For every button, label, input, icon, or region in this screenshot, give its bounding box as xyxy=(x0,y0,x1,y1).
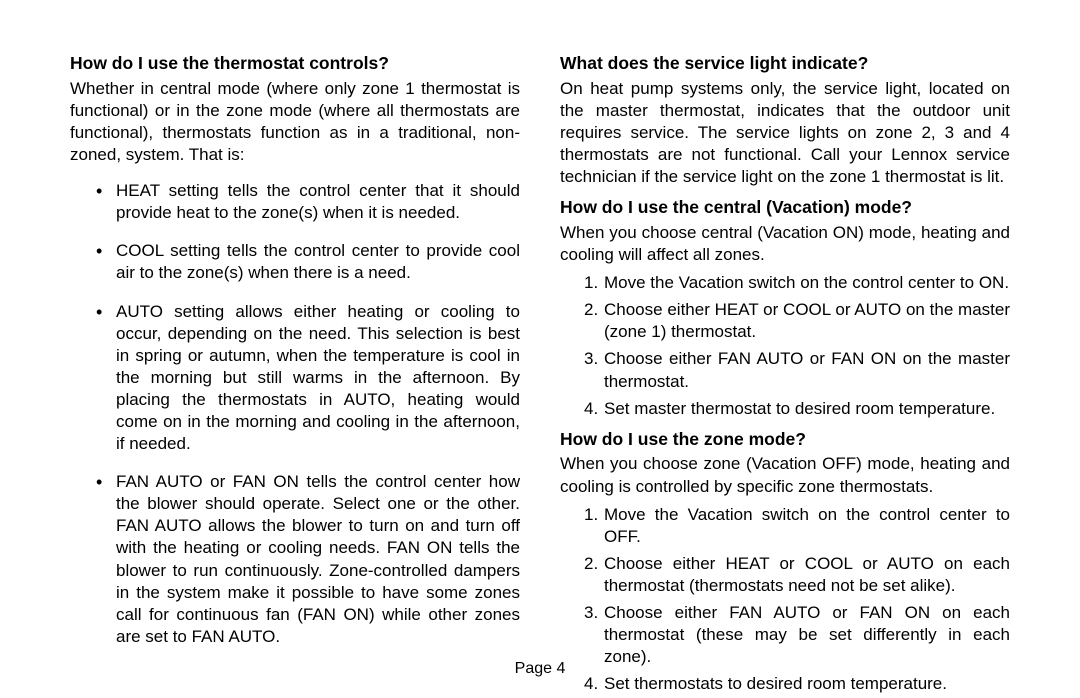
heading-central-mode: How do I use the central (Vacation) mode… xyxy=(560,196,1010,219)
intro-paragraph: Whether in central mode (where only zone… xyxy=(70,78,520,166)
bullet-item: HEAT setting tells the control center th… xyxy=(100,180,520,224)
zone-mode-paragraph: When you choose zone (Vacation OFF) mode… xyxy=(560,453,1010,497)
list-item-text: Set thermostats to desired room temperat… xyxy=(604,674,947,693)
central-mode-paragraph: When you choose central (Vacation ON) mo… xyxy=(560,222,1010,266)
bullet-list: HEAT setting tells the control center th… xyxy=(70,180,520,648)
bullet-item: AUTO setting allows either heating or co… xyxy=(100,301,520,456)
list-item: 1.Move the Vacation switch on the contro… xyxy=(584,272,1010,294)
list-item: 1.Move the Vacation switch on the contro… xyxy=(584,504,1010,548)
page-content: How do I use the thermostat controls? Wh… xyxy=(70,52,1010,652)
list-item-text: Move the Vacation switch on the control … xyxy=(604,505,1010,546)
list-item: 4.Set master thermostat to desired room … xyxy=(584,398,1010,420)
list-item: 2.Choose either HEAT or COOL or AUTO on … xyxy=(584,553,1010,597)
list-item: 4.Set thermostats to desired room temper… xyxy=(584,673,1010,695)
heading-service-light: What does the service light indicate? xyxy=(560,52,1010,75)
central-mode-list: 1.Move the Vacation switch on the contro… xyxy=(560,272,1010,420)
right-column: What does the service light indicate? On… xyxy=(560,52,1010,652)
list-item-text: Set master thermostat to desired room te… xyxy=(604,399,995,418)
list-item-text: Choose either HEAT or COOL or AUTO on th… xyxy=(604,300,1010,341)
heading-thermostat-controls: How do I use the thermostat controls? xyxy=(70,52,520,75)
list-item-text: Move the Vacation switch on the control … xyxy=(604,273,1009,292)
list-item: 3.Choose either FAN AUTO or FAN ON on ea… xyxy=(584,602,1010,668)
zone-mode-list: 1.Move the Vacation switch on the contro… xyxy=(560,504,1010,696)
list-item-text: Choose either HEAT or COOL or AUTO on ea… xyxy=(604,554,1010,595)
list-item-text: Choose either FAN AUTO or FAN ON on each… xyxy=(604,603,1010,666)
left-column: How do I use the thermostat controls? Wh… xyxy=(70,52,520,652)
bullet-item: FAN AUTO or FAN ON tells the control cen… xyxy=(100,471,520,648)
service-light-paragraph: On heat pump systems only, the service l… xyxy=(560,78,1010,188)
list-item-text: Choose either FAN AUTO or FAN ON on the … xyxy=(604,349,1010,390)
heading-zone-mode: How do I use the zone mode? xyxy=(560,428,1010,451)
list-item: 2.Choose either HEAT or COOL or AUTO on … xyxy=(584,299,1010,343)
list-item: 3.Choose either FAN AUTO or FAN ON on th… xyxy=(584,348,1010,392)
bullet-item: COOL setting tells the control center to… xyxy=(100,240,520,284)
